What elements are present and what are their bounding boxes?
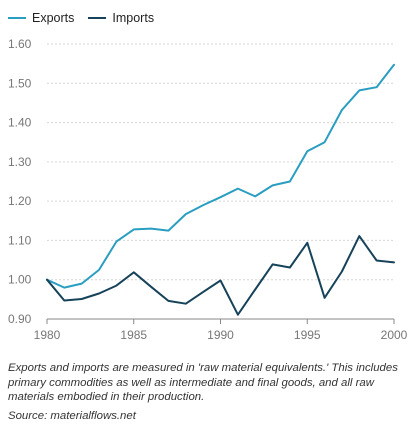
y-tick-label: 1.30 (8, 155, 32, 169)
x-tick-label: 1990 (207, 328, 234, 342)
gridlines (47, 43, 394, 281)
x-tick-label: 1985 (120, 328, 147, 342)
x-tick-label: 1980 (34, 328, 61, 342)
legend-item-imports: Imports (88, 11, 154, 25)
legend-item-exports: Exports (8, 11, 74, 25)
axes: 0.90 1.00 1.10 1.20 1.30 1.40 1.50 1.60 1980 1985… (8, 37, 408, 342)
series-line-imports (46, 235, 395, 316)
line-chart: 0.90 1.00 1.10 1.20 1.30 1.40 1.50 1.60 1980 1985… (8, 37, 408, 342)
legend-swatch-imports (88, 17, 107, 19)
x-tick-label: 1995 (294, 328, 321, 342)
chart-source: Source: materialflows.net (8, 410, 136, 422)
chart-legend: Exports Imports (8, 9, 154, 27)
legend-label-imports: Imports (112, 11, 155, 25)
legend-swatch-exports (8, 17, 26, 19)
legend-label-exports: Exports (32, 11, 75, 25)
y-tick-label: 0.90 (8, 312, 32, 326)
y-tick-label: 1.50 (8, 76, 32, 90)
series-line-exports (46, 63, 395, 289)
y-tick-label: 1.00 (8, 273, 32, 287)
y-tick-label: 1.20 (8, 194, 32, 208)
y-tick-label: 1.10 (8, 233, 32, 247)
chart-footnote: Exports and imports are measured in 'raw… (8, 362, 398, 403)
y-tick-label: 1.40 (8, 116, 32, 130)
series-lines (46, 63, 395, 316)
x-tick-label: 2000 (381, 328, 408, 342)
y-tick-label: 1.60 (8, 37, 32, 51)
